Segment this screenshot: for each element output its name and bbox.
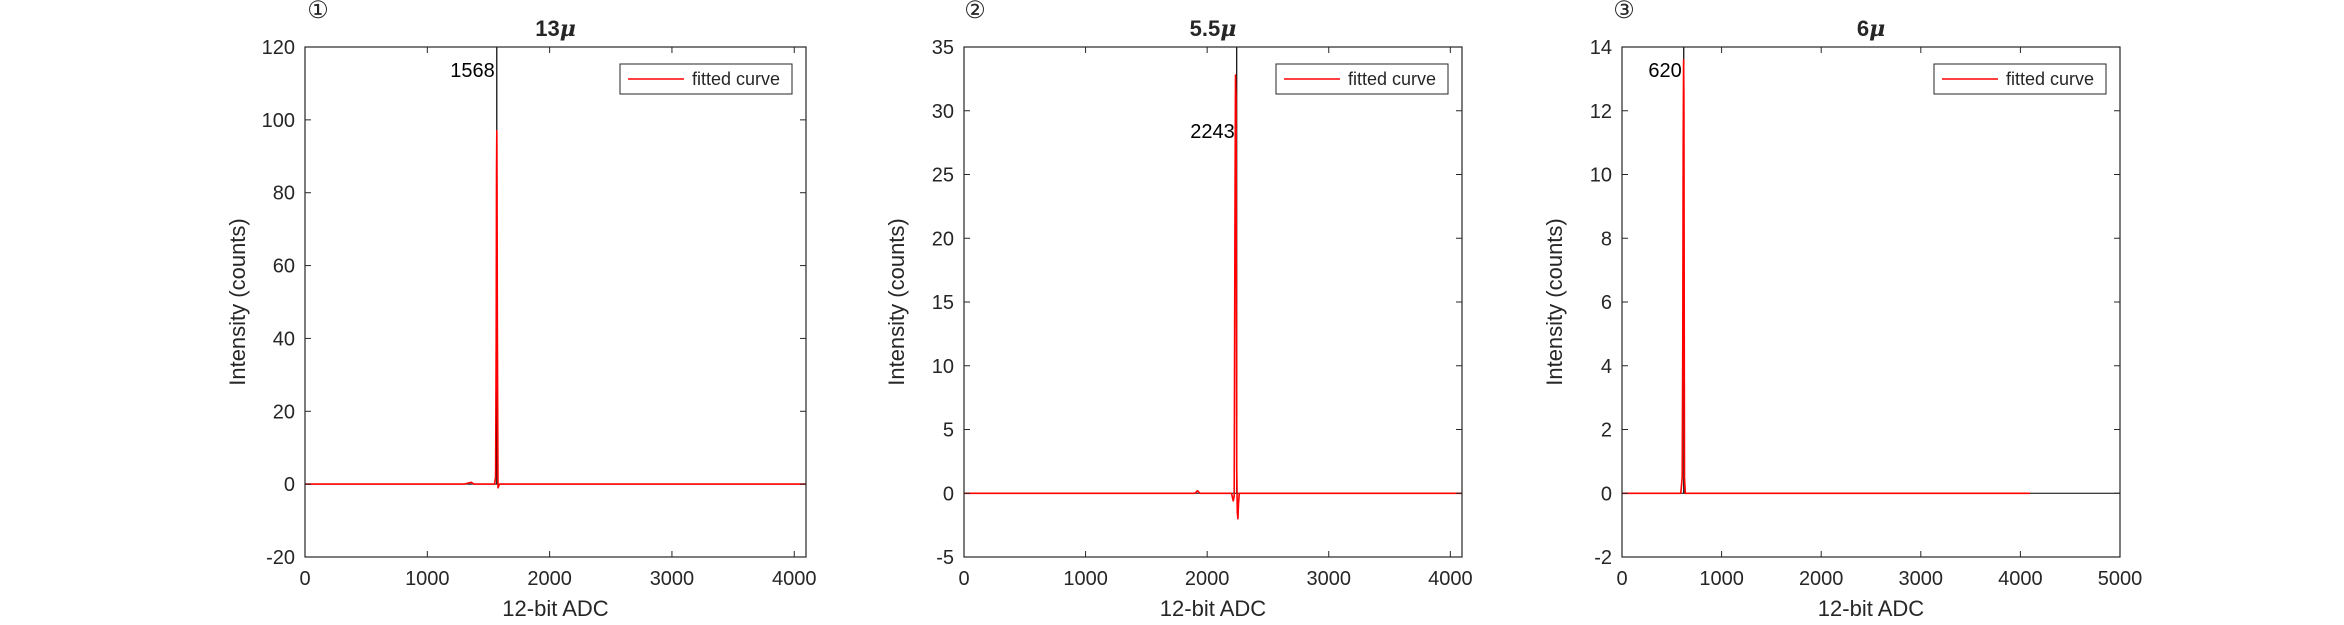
x-tick-label: 2000 xyxy=(1799,568,1844,590)
plot-area xyxy=(305,47,806,557)
y-tick-label: 120 xyxy=(262,37,295,59)
x-tick-label: 1000 xyxy=(1699,568,1744,590)
x-tick-label: 5000 xyxy=(2098,568,2143,590)
y-tick-label: 30 xyxy=(932,101,954,123)
y-tick-label: 35 xyxy=(932,37,954,59)
plot-area xyxy=(964,47,1462,557)
panel-number-label: ③ xyxy=(1613,0,1635,24)
x-tick-label: 1000 xyxy=(1063,568,1108,590)
y-tick-label: 2 xyxy=(1601,420,1612,442)
legend-entry-label: fitted curve xyxy=(2006,69,2094,89)
x-tick-label: 3000 xyxy=(1306,568,1351,590)
x-axis-label: 12-bit ADC xyxy=(1160,596,1266,621)
plot-area xyxy=(1622,47,2120,557)
peak-annotation: 1568 xyxy=(450,60,495,82)
series-line-1 xyxy=(964,74,1462,520)
y-tick-label: 4 xyxy=(1601,356,1612,378)
chart-title-unit: μ xyxy=(1220,16,1236,42)
y-tick-label: 14 xyxy=(1590,37,1612,59)
y-tick-label: -5 xyxy=(936,547,954,569)
chart-title-value: 6 xyxy=(1857,16,1869,41)
x-tick-label: 3000 xyxy=(1899,568,1944,590)
y-tick-label: 0 xyxy=(943,483,954,505)
y-tick-label: 15 xyxy=(932,292,954,314)
x-tick-label: 4000 xyxy=(1428,568,1473,590)
series-line-1 xyxy=(305,130,806,489)
y-tick-label: 40 xyxy=(273,328,295,350)
y-tick-label: 0 xyxy=(1601,483,1612,505)
y-tick-label: -20 xyxy=(266,547,295,569)
y-tick-label: 10 xyxy=(932,356,954,378)
y-axis-label: Intensity (counts) xyxy=(884,218,909,386)
y-tick-label: 5 xyxy=(943,420,954,442)
y-axis-label: Intensity (counts) xyxy=(1542,218,1567,386)
y-tick-label: 10 xyxy=(1590,165,1612,187)
chart-panel-3: 0 1000 2000 3000 4000 5000-20246810121412-bit… xyxy=(1542,0,2142,621)
x-tick-label: 3000 xyxy=(650,568,695,590)
chart-title: 6μ xyxy=(1857,16,1885,42)
x-tick-label: 2000 xyxy=(527,568,572,590)
y-tick-label: 20 xyxy=(273,401,295,423)
chart-title: 5.5μ xyxy=(1190,16,1237,42)
peak-annotation: 620 xyxy=(1648,60,1681,82)
y-tick-label: 8 xyxy=(1601,228,1612,250)
panel-number-label: ① xyxy=(307,0,329,24)
x-tick-label: 0 xyxy=(958,568,969,590)
y-tick-label: 25 xyxy=(932,165,954,187)
x-tick-label: 4000 xyxy=(1998,568,2043,590)
legend-entry-label: fitted curve xyxy=(1348,69,1436,89)
y-tick-label: 80 xyxy=(273,183,295,205)
chart-panel-1: 0 1000 2000 3000 4000-2002040608010012012-bi… xyxy=(225,0,817,621)
x-tick-label: 0 xyxy=(1616,568,1627,590)
x-axis-label: 12-bit ADC xyxy=(502,596,608,621)
y-tick-label: 60 xyxy=(273,256,295,278)
x-tick-label: 1000 xyxy=(405,568,450,590)
peak-annotation: 2243 xyxy=(1190,121,1235,143)
legend-entry-label: fitted curve xyxy=(692,69,780,89)
y-tick-label: 6 xyxy=(1601,292,1612,314)
y-axis-label: Intensity (counts) xyxy=(225,218,250,386)
y-tick-label: 20 xyxy=(932,228,954,250)
panel-number-label: ② xyxy=(964,0,986,24)
x-tick-label: 2000 xyxy=(1185,568,1230,590)
chart-title-unit: μ xyxy=(1869,16,1885,42)
chart-title-unit: μ xyxy=(560,16,576,42)
chart-title-value: 5.5 xyxy=(1190,16,1221,41)
x-axis-label: 12-bit ADC xyxy=(1818,596,1924,621)
y-tick-label: 100 xyxy=(262,110,295,132)
axes-box xyxy=(304,46,807,558)
chart-title: 13μ xyxy=(535,16,576,42)
series-line-1 xyxy=(1622,58,2030,495)
x-tick-label: 4000 xyxy=(772,568,817,590)
y-tick-label: -2 xyxy=(1594,547,1612,569)
y-tick-label: 0 xyxy=(284,474,295,496)
chart-title-value: 13 xyxy=(535,16,559,41)
x-tick-label: 0 xyxy=(299,568,310,590)
y-tick-label: 12 xyxy=(1590,101,1612,123)
chart-panel-2: 0 1000 2000 3000 4000-50510152025303512-bit … xyxy=(884,0,1473,621)
